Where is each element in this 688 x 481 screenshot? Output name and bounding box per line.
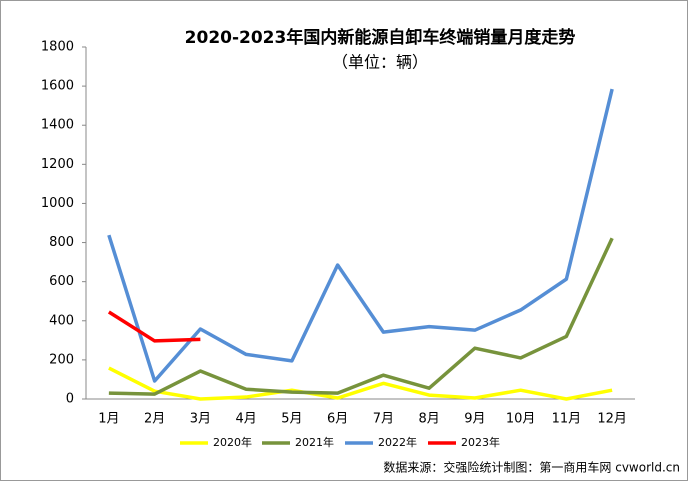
chart-title: 2020-2023年国内新能源自卸车终端销量月度走势	[185, 27, 576, 48]
y-tick-label: 600	[49, 274, 74, 289]
x-tick-label: 10月	[506, 412, 536, 427]
y-tick-label: 0	[66, 392, 74, 407]
x-tick-label: 2月	[144, 412, 165, 427]
series-line	[108, 237, 614, 396]
y-tick-label: 1600	[41, 79, 74, 94]
y-tick-label: 1800	[41, 40, 74, 55]
y-tick-label: 200	[49, 352, 74, 367]
x-tick-label: 5月	[281, 412, 302, 427]
y-tick-label: 1400	[41, 118, 74, 133]
legend-label: 2020年	[213, 435, 252, 449]
y-tick-label: 1000	[41, 196, 74, 211]
x-tick-label: 7月	[373, 412, 394, 427]
x-tick-label: 8月	[418, 412, 439, 427]
legend-label: 2022年	[378, 435, 417, 449]
y-tick-label: 1200	[41, 157, 74, 172]
series-line	[107, 88, 614, 383]
x-tick-label: 6月	[327, 412, 348, 427]
series-line	[108, 366, 613, 401]
chart-subtitle: （单位：辆）	[332, 53, 428, 72]
x-tick-label: 9月	[464, 412, 485, 427]
y-tick-label: 800	[49, 235, 74, 250]
x-tick-label: 11月	[552, 412, 582, 427]
legend-label: 2023年	[461, 435, 500, 449]
x-tick-label: 3月	[190, 412, 211, 427]
y-tick-label: 400	[49, 313, 74, 328]
series-line	[107, 310, 201, 343]
x-tick-label: 1月	[98, 412, 119, 427]
legend-label: 2021年	[295, 435, 334, 449]
x-tick-label: 4月	[235, 412, 256, 427]
x-tick-label: 12月	[597, 412, 627, 427]
source-note: 数据来源：交强险统计制图：第一商用车网 cvworld.cn	[383, 460, 680, 475]
